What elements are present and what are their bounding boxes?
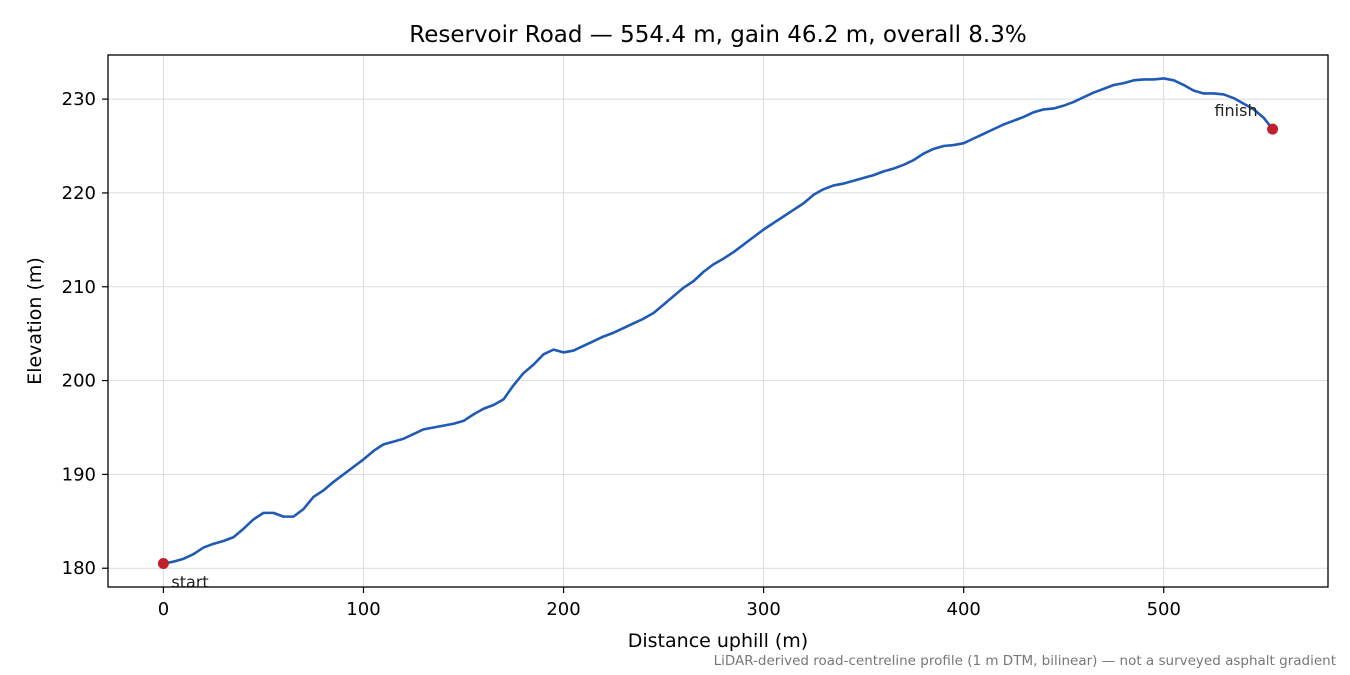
y-tick-label: 180 (62, 558, 96, 579)
elevation-line (162, 77, 1274, 565)
x-tick-label: 500 (1147, 599, 1181, 620)
chart-footnote: LiDAR-derived road-centreline profile (1… (714, 653, 1336, 669)
plot-frame (107, 54, 1329, 588)
grid-layer (108, 55, 1328, 587)
tick-layer: 0 100 200 300 400 500 180 190 200 210 220 230 (62, 89, 1181, 620)
y-tick-label: 200 (62, 371, 96, 392)
y-tick-label: 230 (62, 89, 96, 110)
x-axis-title: Distance uphill (m) (628, 630, 808, 652)
start-point-marker (157, 558, 169, 570)
finish-point-marker (1267, 123, 1279, 135)
series-layer: start finish (157, 77, 1279, 592)
x-tick-label: 300 (746, 599, 780, 620)
y-tick-label: 210 (62, 277, 96, 298)
finish-label: finish (1214, 101, 1257, 120)
x-tick-label: 400 (947, 599, 981, 620)
start-label: start (171, 573, 208, 592)
y-axis-title: Elevation (m) (24, 257, 46, 385)
y-tick-label: 220 (62, 183, 96, 204)
x-tick-label: 0 (158, 599, 169, 620)
y-tick-label: 190 (62, 464, 96, 485)
x-tick-label: 100 (346, 599, 380, 620)
x-tick-label: 200 (546, 599, 580, 620)
chart-title: Reservoir Road — 554.4 m, gain 46.2 m, o… (409, 22, 1026, 48)
